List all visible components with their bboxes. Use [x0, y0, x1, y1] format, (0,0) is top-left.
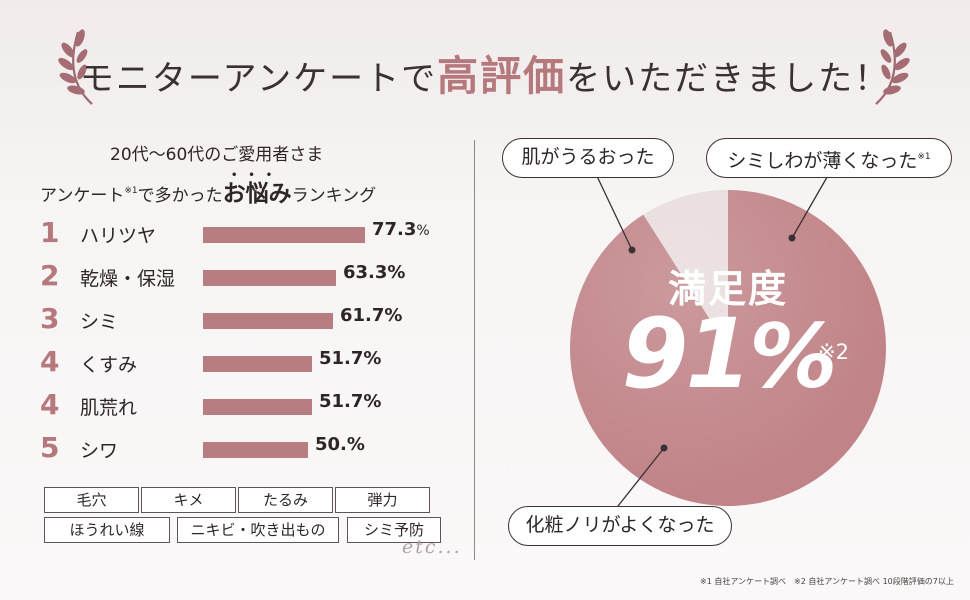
header: モニターアンケートで高評価をいただきました！	[0, 22, 970, 112]
ranking-panel: 20代〜60代のご愛用者さま アンケート※1で多かった ••• お悩みランキング 1…	[30, 130, 460, 570]
rank-percent: 77.3%	[372, 219, 430, 240]
ranking-row: 4 肌荒れ 51.7%	[40, 388, 460, 422]
satisfaction-pie: 満足度 91% ※2	[570, 190, 886, 506]
rank-number: 4	[40, 388, 60, 421]
rank-percent: 51.7%	[319, 348, 382, 369]
rank-number: 1	[40, 216, 60, 249]
pie-value: 91%	[621, 298, 838, 410]
concern-tag: 毛穴	[44, 487, 139, 513]
rank-label: シミ	[80, 311, 119, 333]
laurel-left-icon	[58, 29, 93, 105]
rank-bar	[203, 270, 336, 286]
pie-note: ※2	[818, 340, 849, 364]
ranking-row: 2 乾燥・保湿 63.3%	[40, 259, 460, 293]
laurel-right-icon	[875, 29, 910, 105]
rank-label: シワ	[80, 440, 119, 462]
rank-percent: 63.3%	[343, 262, 406, 283]
ranking-subtitle-1: 20代〜60代のご愛用者さま	[110, 145, 324, 165]
rank-bar	[203, 442, 308, 458]
page-title: モニターアンケートで高評価をいただきました！	[79, 52, 891, 100]
concern-tag: キメ	[141, 487, 236, 513]
callout-moisturized: 肌がうるおった	[502, 138, 674, 178]
concern-tag: ニキビ・吹き出もの	[177, 517, 339, 543]
pie-svg	[570, 190, 886, 506]
ranking-row: 1 ハリツヤ 77.3%	[40, 216, 460, 250]
rank-label: くすみ	[80, 354, 138, 376]
concern-tag: ほうれい線	[44, 517, 170, 543]
rank-percent: 51.7%	[319, 391, 382, 412]
title-accent: 高評価	[437, 52, 567, 100]
rank-bar	[203, 399, 312, 415]
rank-label: ハリツヤ	[80, 225, 157, 247]
callout-spots-fade: シミしわが薄くなった※1	[706, 138, 952, 178]
concern-tag: 弾力	[335, 487, 430, 513]
rank-bar	[203, 313, 333, 329]
nayami-emphasis: ••• お悩み	[222, 170, 292, 208]
rank-number: 5	[40, 431, 60, 464]
rank-label: 乾燥・保湿	[80, 268, 176, 290]
rank-bar	[203, 227, 365, 243]
rank-number: 2	[40, 259, 60, 292]
rank-percent: 50.%	[315, 434, 365, 455]
divider	[474, 140, 475, 560]
rank-label: 肌荒れ	[80, 397, 138, 419]
concern-tag: たるみ	[238, 487, 333, 513]
rank-number: 3	[40, 302, 60, 335]
ranking-row: 5 シワ 50.%	[40, 431, 460, 465]
rank-bar	[203, 356, 312, 372]
footnote: ※1 自社アンケート調べ ※2 自社アンケート調べ 10段階評価の7以上	[700, 577, 954, 586]
rank-percent: 61.7%	[340, 305, 403, 326]
pie-caption: 満足度	[667, 267, 788, 311]
ranking-row: 4 くすみ 51.7%	[40, 345, 460, 379]
callout-makeup-adhesion: 化粧ノリがよくなった	[508, 506, 732, 546]
ranking-row: 3 シミ 61.7%	[40, 302, 460, 336]
rank-number: 4	[40, 345, 60, 378]
pie-sheen	[570, 190, 886, 506]
etc-label: etc...	[402, 536, 462, 558]
ranking-subtitle-2: アンケート※1で多かった ••• お悩みランキング	[40, 170, 377, 208]
concern-tag: シミ予防	[347, 517, 441, 543]
